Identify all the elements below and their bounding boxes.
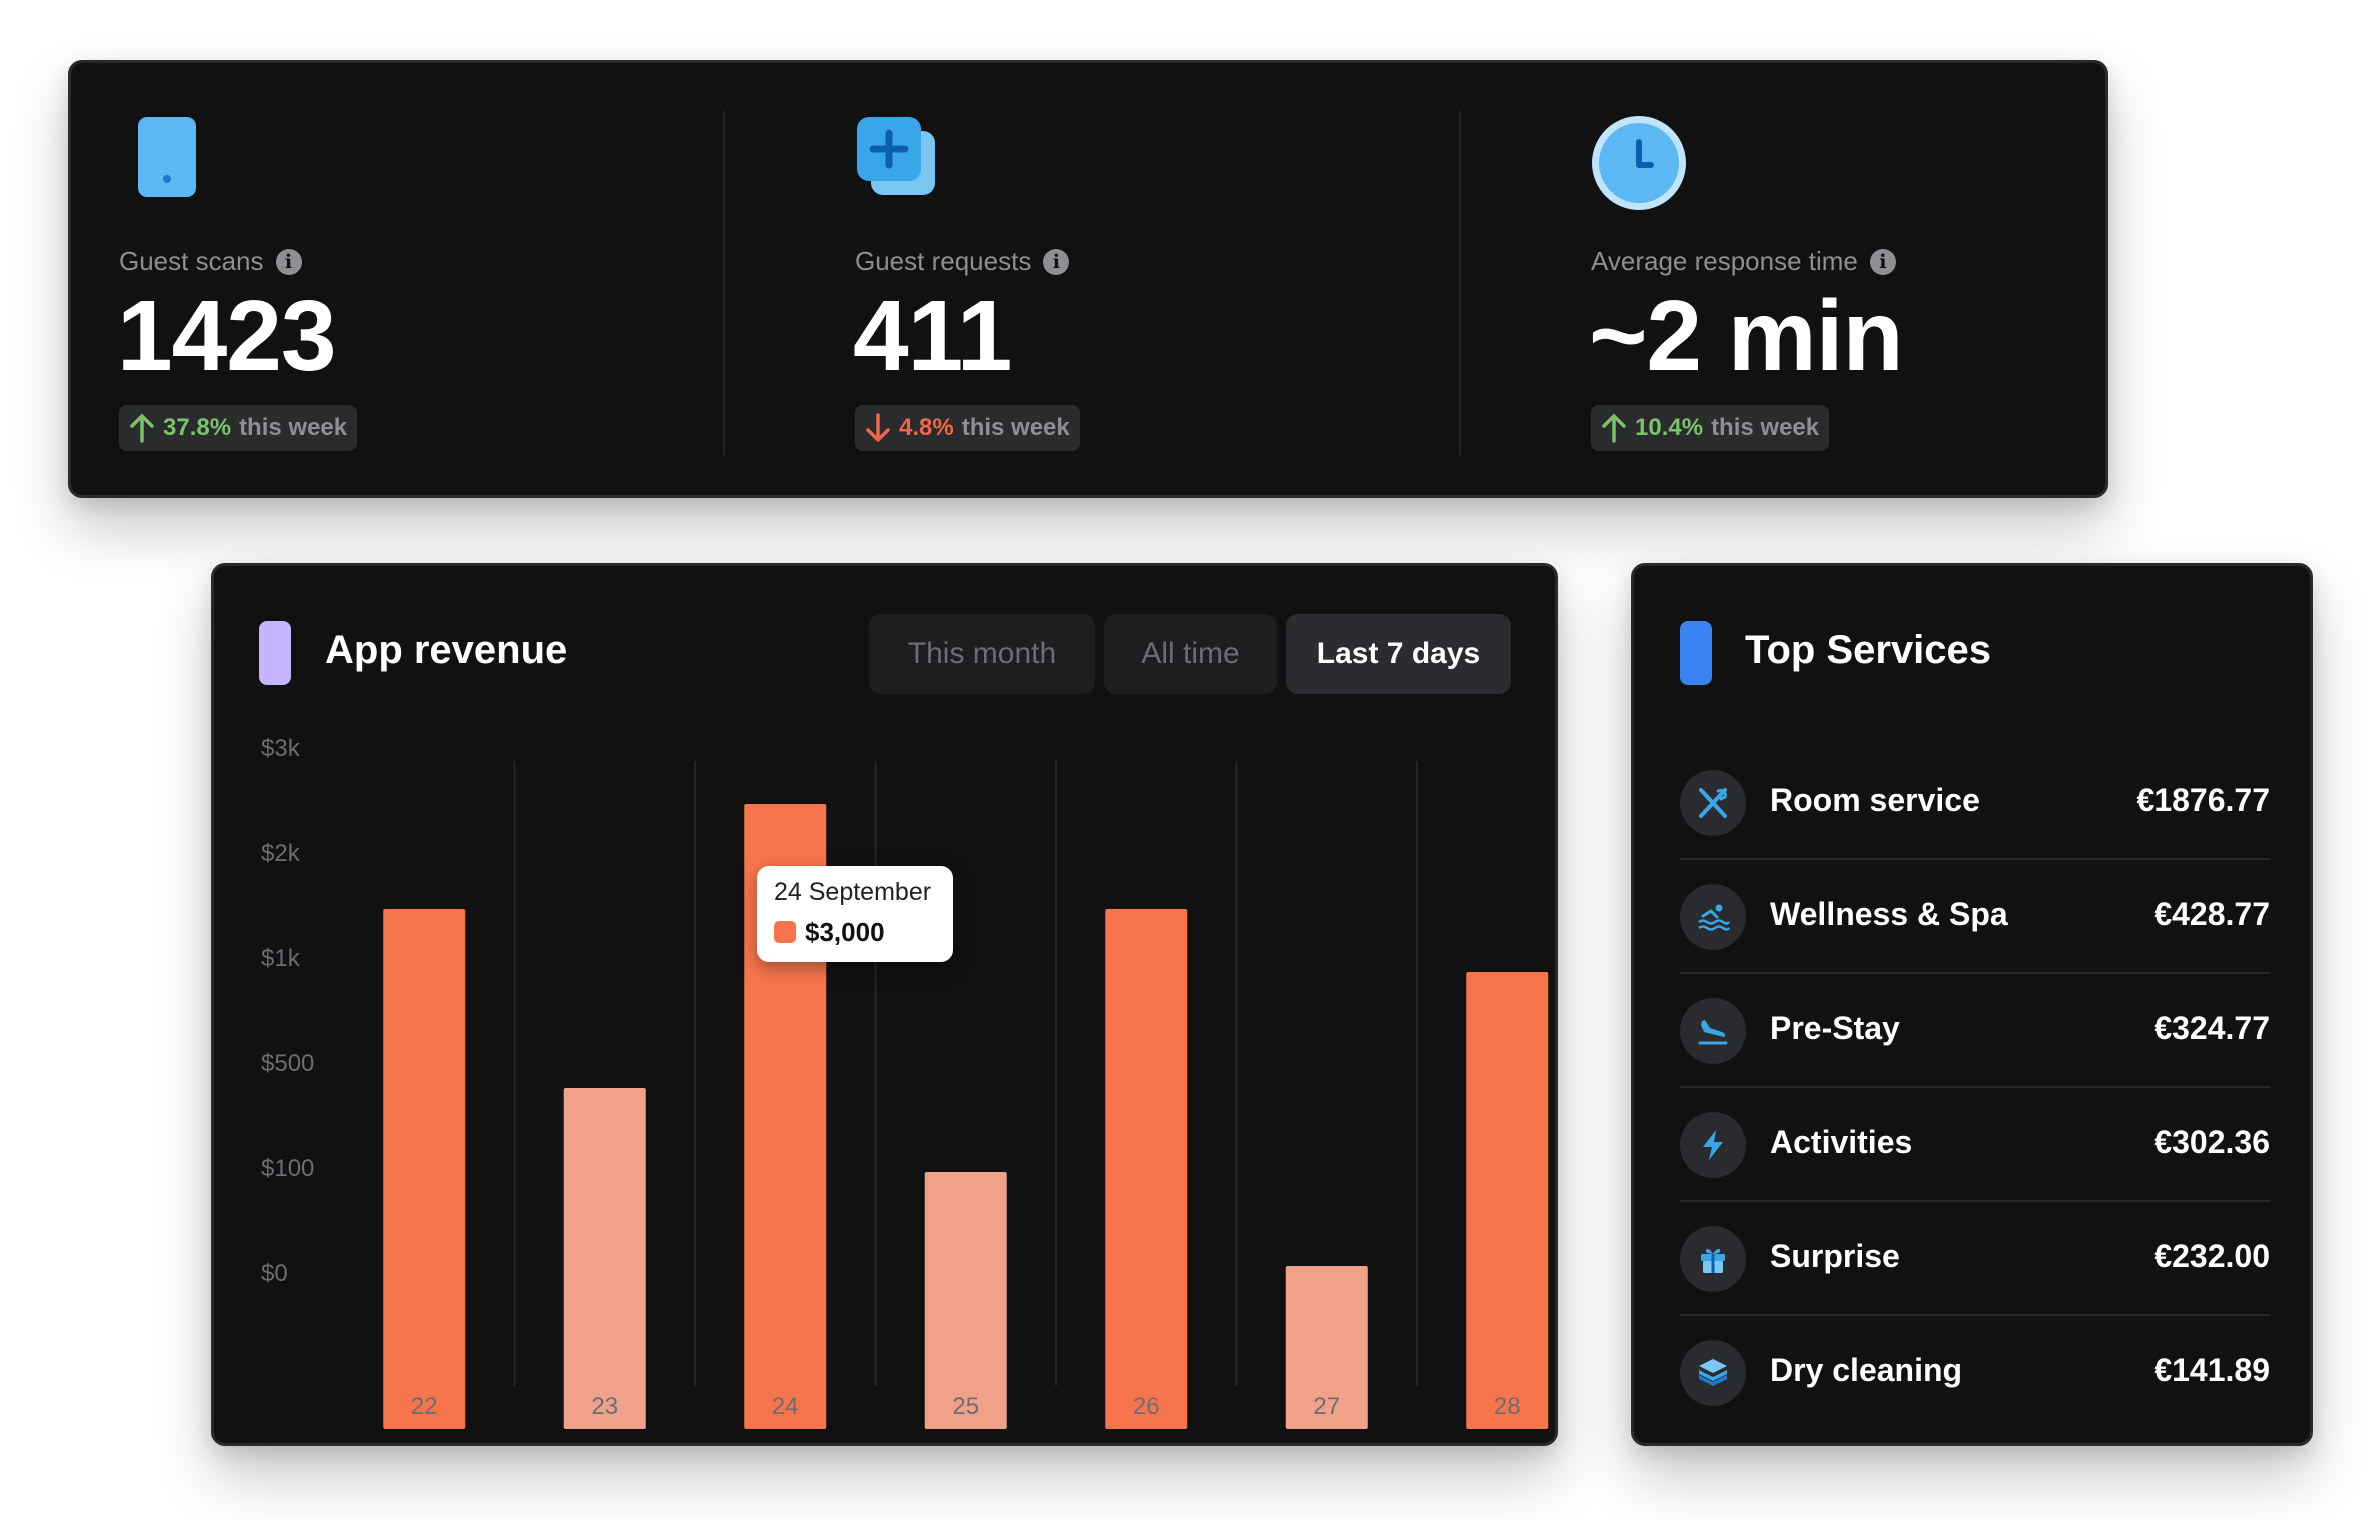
bar [563,1088,646,1429]
y-tick-label: $500 [261,1050,314,1077]
x-tick-label: 22 [411,1393,438,1420]
y-tick-label: $3k [261,735,301,762]
service-row-pre-stay[interactable]: Pre-Stay €324.77 [1680,974,2270,1088]
app-revenue-card: App revenue This month All time Last 7 d… [211,563,1558,1446]
service-value: €141.89 [2154,1352,2270,1388]
service-value: €302.36 [2154,1124,2270,1160]
row-divider [1680,1200,2270,1202]
title-accent-bar [1680,621,1712,685]
stat-label: Guest requests [855,246,1032,276]
title-accent-bar [259,621,291,685]
stat-value: 1423 [117,280,336,392]
service-row-dry-cleaning[interactable]: Dry cleaning €141.89 [1680,1316,2270,1430]
service-row-room-service[interactable]: Room service €1876.77 [1680,746,2270,860]
phone-icon [119,115,219,215]
row-divider [1680,1086,2270,1088]
trend-badge: 37.8% this week [119,405,358,451]
stat-guest-requests: Guest requests i 411 4.8% this week [807,63,1459,495]
x-tick-label: 25 [952,1393,979,1420]
service-value: €428.77 [2154,896,2270,932]
info-icon[interactable]: i [1869,248,1896,275]
card-title: App revenue [325,628,568,672]
service-name: Pre-Stay [1770,1010,1900,1046]
y-tick-label: $1k [261,945,301,972]
arrow-up-icon [1602,414,1626,443]
y-tick-label: $2k [261,840,301,867]
row-divider [1680,858,2270,860]
stat-label: Guest scans [119,246,264,276]
row-divider [1680,972,2270,974]
top-services-card: Top Services Room service €1876.77 Welln… [1631,563,2313,1446]
service-value: €232.00 [2154,1238,2270,1274]
x-tick-label: 26 [1133,1393,1160,1420]
trend-period: this week [239,414,348,441]
service-name: Surprise [1770,1238,1900,1274]
service-value: €324.77 [2154,1010,2270,1046]
service-name: Activities [1770,1124,1913,1160]
service-name: Room service [1770,782,1980,818]
arrow-down-icon [866,413,890,442]
utensils-icon [1680,770,1746,836]
stat-value: 411 [853,280,1012,392]
bar [924,1172,1007,1429]
layers-icon [1680,1340,1746,1406]
stat-divider [1459,111,1461,455]
swimming-icon [1680,884,1746,950]
tooltip-date: 24 September [774,878,932,906]
x-tick-label: 23 [591,1393,618,1420]
x-tick-label: 27 [1313,1393,1340,1420]
x-tick-label: 24 [772,1393,799,1420]
bar [1466,972,1549,1429]
stat-divider [723,111,725,455]
revenue-bar-chart: $3k $2k $1k $500 $100 $0 22 23 24 25 26 27 28 [261,735,1549,1429]
filter-this-month-button[interactable]: This month [869,614,1095,694]
trend-badge: 10.4% this week [1591,405,1830,451]
clock-icon [1591,115,1691,215]
gift-icon [1680,1226,1746,1292]
tooltip-swatch [774,921,796,943]
info-icon[interactable]: i [275,248,302,275]
service-row-surprise[interactable]: Surprise €232.00 [1680,1202,2270,1316]
trend-period: this week [1711,414,1820,441]
tooltip-value: $3,000 [805,917,885,947]
service-row-wellness-spa[interactable]: Wellness & Spa €428.77 [1680,860,2270,974]
stat-value: ~2 min [1589,280,1904,392]
info-icon[interactable]: i [1043,248,1070,275]
plane-landing-icon [1680,998,1746,1064]
trend-percent: 37.8% [163,414,232,441]
bar [383,909,466,1429]
service-value: €1876.77 [2136,782,2270,818]
trend-percent: 4.8% [899,414,954,441]
arrow-up-icon [130,414,154,443]
stats-card: Guest scans i 1423 37.8% this week Guest… [68,60,2108,498]
bar [1285,1266,1368,1429]
stat-average-response-time: Average response time i ~2 min 10.4% thi… [1543,63,2103,495]
bolt-icon [1680,1112,1746,1178]
trend-percent: 10.4% [1635,414,1704,441]
trend-period: this week [961,414,1070,441]
y-tick-label: $100 [261,1155,314,1182]
x-tick-label: 28 [1494,1393,1521,1420]
trend-badge: 4.8% this week [855,405,1080,451]
chart-tooltip: 24 September $3,000 [757,866,953,962]
service-row-activities[interactable]: Activities €302.36 [1680,1088,2270,1202]
row-divider [1680,1314,2270,1316]
card-title: Top Services [1745,628,1992,672]
bar [1105,909,1188,1429]
y-tick-label: $0 [261,1260,288,1287]
filter-last-7-days-button[interactable]: Last 7 days [1286,614,1511,694]
add-request-icon [855,115,955,215]
filter-all-time-button[interactable]: All time [1104,614,1277,694]
service-name: Wellness & Spa [1770,896,2008,932]
stat-guest-scans: Guest scans i 1423 37.8% this week [71,63,723,495]
stat-label: Average response time [1591,246,1858,276]
service-name: Dry cleaning [1770,1352,1963,1388]
